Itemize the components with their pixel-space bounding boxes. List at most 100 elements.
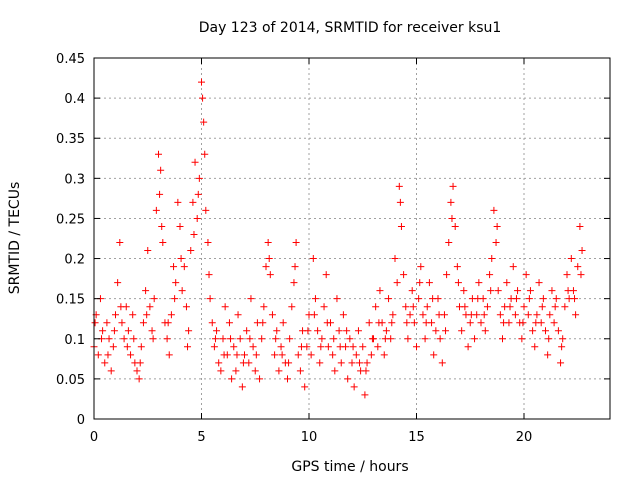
- data-point: [350, 383, 358, 391]
- data-point: [356, 359, 364, 367]
- data-point: [182, 303, 190, 311]
- data-point: [139, 319, 147, 327]
- y-tick-label: 0.3: [64, 172, 85, 187]
- data-point: [429, 295, 437, 303]
- data-point: [337, 359, 345, 367]
- data-point: [152, 206, 160, 214]
- data-point: [172, 279, 180, 287]
- y-tick-label: 0.25: [56, 212, 85, 227]
- data-point: [225, 319, 233, 327]
- data-point: [389, 311, 397, 319]
- data-point: [143, 311, 151, 319]
- data-point: [578, 247, 586, 255]
- data-point: [496, 311, 504, 319]
- data-point: [233, 351, 241, 359]
- data-point: [249, 343, 257, 351]
- data-point: [448, 214, 456, 222]
- y-tick-label: 0.1: [64, 333, 85, 348]
- data-point: [499, 335, 506, 343]
- x-tick-label: 20: [516, 430, 533, 445]
- data-point: [436, 335, 444, 343]
- data-point: [391, 255, 399, 263]
- data-point: [309, 255, 317, 263]
- data-point: [572, 311, 580, 319]
- data-point: [464, 343, 472, 351]
- data-point: [561, 303, 569, 311]
- data-point: [146, 303, 154, 311]
- data-point: [520, 303, 528, 311]
- data-point: [117, 303, 125, 311]
- data-point: [165, 351, 173, 359]
- data-point: [454, 279, 462, 287]
- data-point: [191, 158, 199, 166]
- data-point: [397, 222, 405, 230]
- data-point: [159, 239, 167, 247]
- data-point: [124, 327, 132, 335]
- chart-title: Day 123 of 2014, SRMTID for receiver ksu…: [199, 20, 502, 36]
- data-points: [90, 78, 586, 399]
- data-point: [137, 343, 145, 351]
- data-point: [396, 198, 404, 206]
- data-point: [236, 335, 244, 343]
- data-point: [307, 351, 315, 359]
- data-point: [483, 303, 491, 311]
- data-point: [178, 287, 186, 295]
- data-point: [564, 287, 572, 295]
- data-point: [419, 311, 427, 319]
- data-point: [104, 351, 112, 359]
- data-point: [494, 287, 502, 295]
- data-point: [550, 319, 558, 327]
- data-point: [503, 279, 511, 287]
- data-point: [525, 295, 533, 303]
- data-point: [129, 311, 137, 319]
- x-tick-label: 5: [197, 430, 205, 445]
- y-tick-label: 0.2: [64, 253, 85, 268]
- data-point: [380, 351, 388, 359]
- data-point: [227, 335, 235, 343]
- data-point: [264, 239, 272, 247]
- data-point: [136, 359, 144, 367]
- data-point: [477, 319, 485, 327]
- data-point: [167, 311, 175, 319]
- x-tick-label: 10: [301, 430, 318, 445]
- data-point: [204, 239, 212, 247]
- data-point: [375, 319, 383, 327]
- data-point: [99, 327, 107, 335]
- data-point: [474, 295, 482, 303]
- data-point: [443, 271, 451, 279]
- data-point: [286, 335, 294, 343]
- data-point: [422, 319, 430, 327]
- data-point: [220, 351, 228, 359]
- data-point: [323, 319, 331, 327]
- x-axis-ticks: 0 5 10 15 20: [90, 58, 532, 445]
- data-point: [539, 295, 547, 303]
- x-tick-label: 0: [90, 430, 98, 445]
- data-point: [290, 279, 298, 287]
- data-point: [103, 319, 111, 327]
- data-point: [404, 335, 412, 343]
- data-point: [107, 367, 115, 375]
- data-point: [150, 295, 158, 303]
- data-point: [416, 279, 424, 287]
- data-point: [230, 343, 238, 351]
- data-point: [330, 335, 338, 343]
- data-point: [488, 255, 496, 263]
- data-point: [205, 271, 213, 279]
- data-point: [148, 327, 156, 335]
- data-point: [367, 351, 375, 359]
- data-point: [545, 335, 553, 343]
- data-point: [202, 206, 210, 214]
- data-point: [548, 287, 556, 295]
- data-point: [368, 335, 376, 343]
- data-point: [142, 287, 150, 295]
- data-point: [271, 351, 279, 359]
- data-point: [481, 327, 489, 335]
- data-point: [500, 319, 508, 327]
- y-tick-label: 0: [77, 413, 85, 428]
- data-point: [352, 351, 360, 359]
- data-point: [552, 295, 560, 303]
- data-point: [331, 367, 339, 375]
- data-point: [311, 295, 319, 303]
- data-point: [445, 239, 453, 247]
- data-point: [110, 327, 118, 335]
